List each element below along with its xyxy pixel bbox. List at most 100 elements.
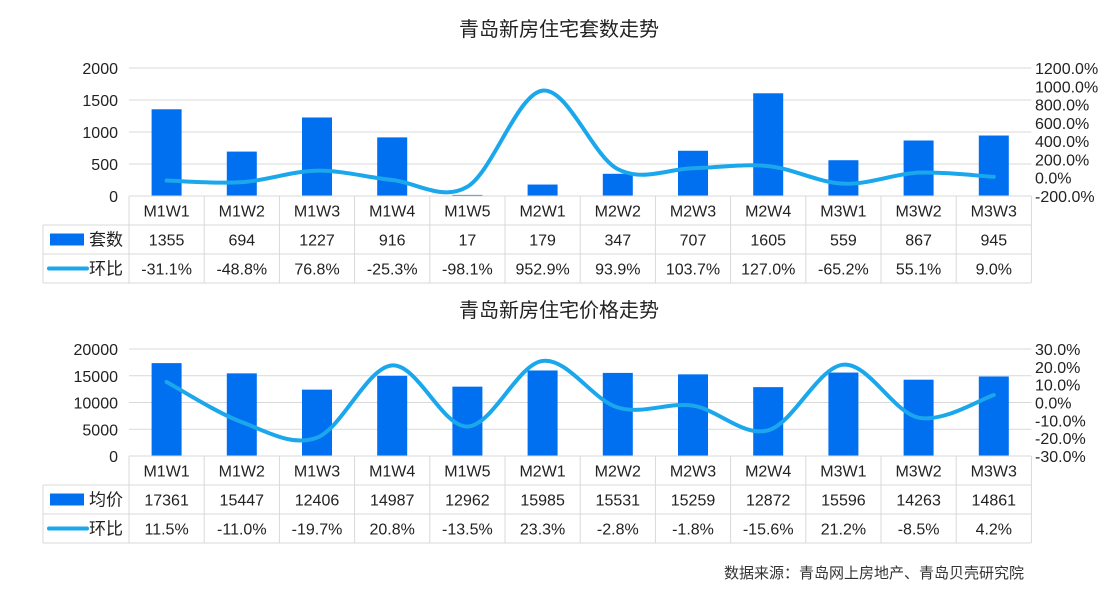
- category-label: M1W5: [444, 464, 490, 481]
- category-label: M3W3: [971, 464, 1017, 481]
- table-cell: 694: [228, 233, 255, 250]
- chart-title: 青岛新房住宅套数走势: [459, 18, 659, 41]
- table-cell: -31.1%: [141, 262, 192, 279]
- table-cell: 1355: [149, 233, 185, 250]
- category-label: M3W1: [820, 204, 866, 221]
- right-axis-tick: -20.0%: [1035, 431, 1086, 448]
- left-axis-tick: 0: [109, 189, 118, 206]
- bar: [828, 372, 859, 456]
- left-axis-tick: 15000: [74, 369, 119, 386]
- bar: [602, 173, 633, 196]
- bar: [978, 135, 1009, 196]
- table-cell: 17: [459, 233, 477, 250]
- legend-bar-key: [50, 493, 84, 506]
- legend-label: 环比: [89, 520, 123, 539]
- table-cell: 14861: [972, 493, 1017, 510]
- table-cell: 945: [980, 233, 1007, 250]
- category-label: M2W1: [519, 204, 565, 221]
- category-label: M2W2: [595, 464, 641, 481]
- left-axis-tick: 0: [109, 449, 118, 466]
- category-label: M2W4: [745, 464, 791, 481]
- table-cell: -11.0%: [217, 522, 267, 539]
- table-cell: -48.8%: [216, 262, 267, 279]
- table-cell: 1605: [750, 233, 786, 250]
- right-axis-tick: 0.0%: [1035, 396, 1071, 413]
- series-line: [164, 88, 996, 195]
- table-cell: -65.2%: [818, 262, 869, 279]
- table-cell: -2.8%: [597, 522, 639, 539]
- table-cell: 1227: [299, 233, 335, 250]
- bar: [151, 363, 182, 456]
- category-label: M2W3: [670, 464, 716, 481]
- category-label: M2W4: [745, 204, 791, 221]
- bar: [828, 160, 859, 196]
- table-cell: 20.8%: [370, 522, 415, 539]
- category-label: M2W1: [519, 464, 565, 481]
- category-label: M3W2: [895, 464, 941, 481]
- category-label: M1W3: [294, 204, 340, 221]
- series-line: [164, 358, 996, 443]
- bar: [903, 140, 934, 196]
- category-label: M1W4: [369, 204, 415, 221]
- right-axis-tick: -30.0%: [1035, 449, 1086, 466]
- table-cell: 12962: [445, 493, 490, 510]
- legend-label: 均价: [89, 491, 123, 510]
- right-axis-tick: 30.0%: [1035, 342, 1080, 359]
- left-axis-tick: 500: [91, 157, 118, 174]
- table-cell: 347: [604, 233, 631, 250]
- table-cell: 103.7%: [666, 262, 720, 279]
- bar: [753, 387, 784, 456]
- table-cell: 14987: [370, 493, 415, 510]
- table-cell: -8.5%: [898, 522, 940, 539]
- table-cell: -98.1%: [442, 262, 493, 279]
- category-label: M1W1: [143, 464, 189, 481]
- table-cell: 17361: [144, 493, 189, 510]
- right-axis-tick: -200.0%: [1035, 189, 1095, 206]
- table-cell: 952.9%: [515, 262, 569, 279]
- category-label: M3W2: [895, 204, 941, 221]
- bar: [527, 184, 558, 196]
- table-cell: -19.7%: [292, 522, 343, 539]
- category-label: M3W1: [820, 464, 866, 481]
- category-label: M2W3: [670, 204, 716, 221]
- left-axis-tick: 1500: [82, 93, 118, 110]
- table-cell: 55.1%: [896, 262, 941, 279]
- category-label: M1W2: [219, 204, 265, 221]
- table-cell: 916: [379, 233, 406, 250]
- left-axis-tick: 1000: [82, 125, 118, 142]
- table-cell: 15259: [671, 493, 716, 510]
- bar: [226, 373, 257, 456]
- bar: [678, 150, 708, 196]
- table-cell: 15985: [520, 493, 565, 510]
- table-cell: 707: [680, 233, 707, 250]
- table-cell: 15447: [220, 493, 265, 510]
- right-axis-tick: 10.0%: [1035, 378, 1080, 395]
- left-axis-tick: 20000: [74, 342, 119, 359]
- table-cell: 15531: [596, 493, 641, 510]
- table-cell: 14263: [896, 493, 941, 510]
- bar: [377, 137, 408, 196]
- category-label: M1W2: [219, 464, 265, 481]
- right-axis-tick: 800.0%: [1035, 98, 1089, 115]
- right-axis-tick: 1200.0%: [1035, 61, 1098, 78]
- table-cell: -1.8%: [672, 522, 714, 539]
- category-label: M2W2: [595, 204, 641, 221]
- chart-title: 青岛新房住宅价格走势: [459, 299, 659, 322]
- table-cell: 11.5%: [145, 522, 189, 539]
- table-cell: -15.6%: [743, 522, 794, 539]
- right-axis-tick: -10.0%: [1035, 413, 1086, 430]
- bar: [527, 370, 558, 456]
- table-cell: 179: [529, 233, 556, 250]
- category-label: M1W5: [444, 204, 490, 221]
- right-axis-tick: 400.0%: [1035, 134, 1089, 151]
- right-axis-tick: 20.0%: [1035, 360, 1080, 377]
- table-cell: -13.5%: [442, 522, 493, 539]
- table-cell: 4.2%: [976, 522, 1012, 539]
- left-axis-tick: 5000: [82, 422, 118, 439]
- category-label: M1W1: [143, 204, 189, 221]
- category-label: M1W3: [294, 464, 340, 481]
- bar: [226, 151, 257, 196]
- table-cell: 23.3%: [520, 522, 565, 539]
- table-cell: 9.0%: [976, 262, 1012, 279]
